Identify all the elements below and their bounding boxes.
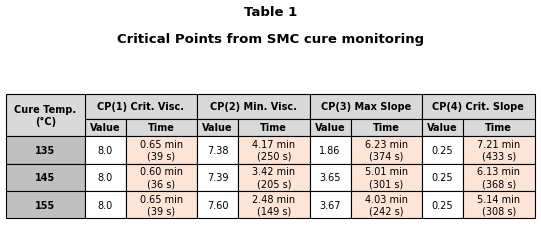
Text: CP(2) Min. Visc.: CP(2) Min. Visc. [210, 102, 296, 112]
Text: 7.38: 7.38 [207, 145, 228, 155]
Text: 0.25: 0.25 [432, 145, 453, 155]
Text: Time: Time [485, 123, 512, 133]
Text: 135: 135 [35, 145, 56, 155]
Text: 7.21 min
(433 s): 7.21 min (433 s) [477, 140, 520, 161]
Text: 3.65: 3.65 [319, 172, 341, 182]
Text: Value: Value [202, 123, 233, 133]
Text: 3.67: 3.67 [319, 200, 341, 210]
Text: 7.39: 7.39 [207, 172, 228, 182]
Text: CP(1) Crit. Visc.: CP(1) Crit. Visc. [97, 102, 184, 112]
Text: Time: Time [373, 123, 400, 133]
Text: 6.13 min
(368 s): 6.13 min (368 s) [477, 167, 520, 188]
Text: Value: Value [427, 123, 458, 133]
Text: Value: Value [315, 123, 345, 133]
Text: 7.60: 7.60 [207, 200, 228, 210]
Text: 0.25: 0.25 [432, 172, 453, 182]
Text: 8.0: 8.0 [97, 145, 113, 155]
Text: Time: Time [260, 123, 287, 133]
Text: 155: 155 [35, 200, 56, 210]
Text: 6.23 min
(374 s): 6.23 min (374 s) [365, 140, 408, 161]
Text: CP(3) Max Slope: CP(3) Max Slope [321, 102, 411, 112]
Text: 0.65 min
(39 s): 0.65 min (39 s) [140, 194, 183, 215]
Text: CP(4) Crit. Slope: CP(4) Crit. Slope [432, 102, 524, 112]
Text: 4.17 min
(250 s): 4.17 min (250 s) [252, 140, 295, 161]
Text: 4.03 min
(242 s): 4.03 min (242 s) [365, 194, 408, 215]
Text: 1.86: 1.86 [319, 145, 341, 155]
Text: 2.48 min
(149 s): 2.48 min (149 s) [252, 194, 295, 215]
Text: 0.65 min
(39 s): 0.65 min (39 s) [140, 140, 183, 161]
Text: Table 1: Table 1 [244, 6, 297, 19]
Text: Time: Time [148, 123, 175, 133]
Text: 5.14 min
(308 s): 5.14 min (308 s) [477, 194, 520, 215]
Text: Cure Temp.
(°C): Cure Temp. (°C) [15, 105, 77, 126]
Text: Value: Value [90, 123, 121, 133]
Text: 0.60 min
(36 s): 0.60 min (36 s) [140, 167, 183, 188]
Text: 0.25: 0.25 [432, 200, 453, 210]
Text: 5.01 min
(301 s): 5.01 min (301 s) [365, 167, 408, 188]
Text: 145: 145 [35, 172, 56, 182]
Text: 3.42 min
(205 s): 3.42 min (205 s) [252, 167, 295, 188]
Text: Critical Points from SMC cure monitoring: Critical Points from SMC cure monitoring [117, 33, 424, 46]
Text: 8.0: 8.0 [97, 172, 113, 182]
Text: 8.0: 8.0 [97, 200, 113, 210]
